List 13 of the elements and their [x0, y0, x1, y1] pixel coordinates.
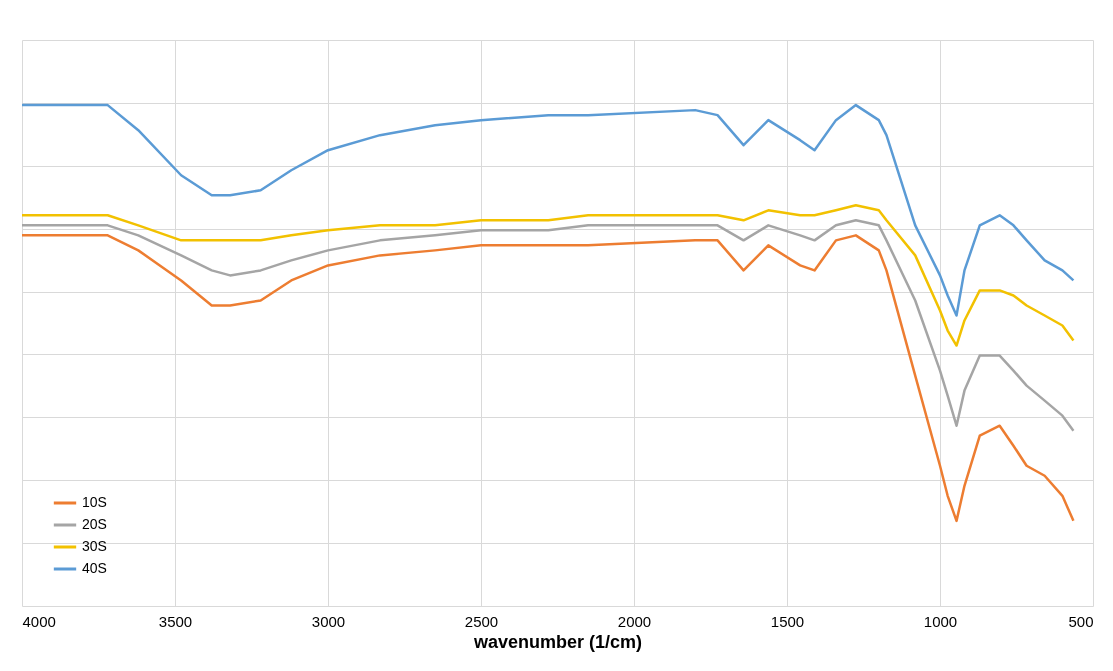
- x-tick-label: 2500: [464, 612, 499, 630]
- legend-label: 40S: [82, 560, 107, 576]
- x-tick-label: 3000: [311, 612, 346, 630]
- x-tick-label: 4000: [22, 612, 56, 630]
- x-tick-label: 3500: [158, 612, 193, 630]
- legend-label: 30S: [82, 538, 107, 554]
- x-axis-title: wavenumber (1/cm): [472, 631, 643, 652]
- legend-label: 10S: [82, 494, 107, 510]
- x-tick-label: 500: [1068, 612, 1094, 630]
- x-tick-label: 1500: [770, 612, 805, 630]
- x-tick-label: 1000: [923, 612, 958, 630]
- x-tick-label: 2000: [617, 612, 652, 630]
- legend-label: 20S: [82, 516, 107, 532]
